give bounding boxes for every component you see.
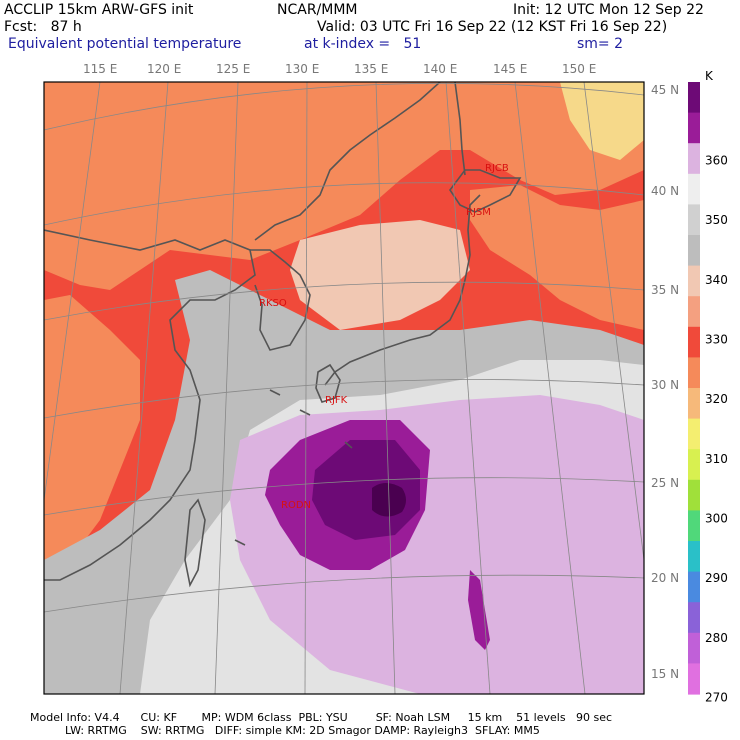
colorbar-swatch bbox=[688, 173, 700, 205]
colorbar-swatch bbox=[688, 296, 700, 328]
colorbar-swatch bbox=[688, 541, 700, 573]
colorbar-ticks: 360 350 340 330 320 310 300 290 280 270 bbox=[705, 154, 728, 705]
valid-time: Valid: 03 UTC Fri 16 Sep 22 (12 KST Fri … bbox=[317, 19, 668, 35]
lon-label: 150 E bbox=[562, 62, 597, 76]
forecast-hour: Fcst: 87 h bbox=[4, 19, 82, 35]
model-info-line1: Model Info: V4.4 CU: KF MP: WDM 6class P… bbox=[30, 711, 613, 724]
theta-e-field bbox=[44, 82, 644, 694]
parallel-30n bbox=[44, 379, 644, 419]
colorbar-swatch bbox=[688, 418, 700, 450]
level-label: at k-index = 51 bbox=[304, 36, 422, 52]
colorbar-swatch bbox=[688, 388, 700, 420]
colorbar: K 360 350 340 330 320 310 300 290 280 270 bbox=[688, 69, 728, 705]
warm-band-north bbox=[44, 82, 644, 290]
colorbar-tick-label: 340 bbox=[705, 273, 728, 287]
manchuria-coast bbox=[254, 82, 441, 241]
lon-label: 140 E bbox=[423, 62, 458, 76]
colorbar-tick-label: 360 bbox=[705, 154, 728, 168]
meridian-135e bbox=[375, 82, 396, 694]
model-info-line2: LW: RRTMG SW: RRTMG DIFF: simple KM: 2D … bbox=[30, 724, 540, 737]
colorbar-tick-label: 300 bbox=[705, 512, 728, 526]
lon-label: 115 E bbox=[83, 62, 118, 76]
orange-sea-band bbox=[470, 185, 644, 330]
colorbar-tick-label: 350 bbox=[705, 213, 728, 227]
meridian-130e bbox=[304, 82, 308, 694]
kyushu bbox=[315, 363, 341, 403]
org-label: NCAR/MMM bbox=[277, 2, 358, 18]
model-title: ACCLIP 15km ARW-GFS init bbox=[4, 2, 194, 18]
lon-label: 120 E bbox=[147, 62, 182, 76]
station-rjsm: RJSM bbox=[466, 207, 491, 218]
taiwan bbox=[184, 498, 206, 588]
lat-label: 25 N bbox=[651, 476, 680, 490]
colorbar-swatch bbox=[688, 235, 700, 267]
colorbar-tick-label: 310 bbox=[705, 452, 728, 466]
japan-honshu bbox=[324, 194, 481, 386]
meridian-145e bbox=[514, 82, 586, 694]
parallel-25n bbox=[44, 477, 644, 516]
colorbar-swatch bbox=[688, 510, 700, 542]
smoothing-label: sm= 2 bbox=[577, 36, 624, 52]
lat-label: 45 N bbox=[651, 83, 680, 97]
colorbar-swatch bbox=[688, 602, 700, 634]
lon-label: 125 E bbox=[216, 62, 251, 76]
parallel-45n bbox=[44, 82, 644, 131]
lat-label: 40 N bbox=[651, 184, 680, 198]
colorbar-swatch bbox=[688, 143, 700, 175]
map-frame bbox=[43, 81, 645, 695]
sakhalin bbox=[454, 82, 466, 176]
init-time: Init: 12 UTC Mon 12 Sep 22 bbox=[513, 2, 704, 18]
colorbar-swatches bbox=[688, 82, 700, 695]
parallel-40n bbox=[44, 182, 644, 226]
colorbar-tick-label: 320 bbox=[705, 392, 728, 406]
peach-japan-sea bbox=[290, 220, 470, 330]
colorbar-swatch bbox=[688, 326, 700, 358]
colorbar-swatch bbox=[688, 663, 700, 695]
colorbar-tick-label: 280 bbox=[705, 631, 728, 645]
station-rodn: RODN bbox=[281, 500, 311, 511]
meridian-125e bbox=[214, 82, 239, 694]
korea-coast bbox=[250, 249, 311, 351]
ryukyu-islands bbox=[234, 389, 353, 546]
colorbar-tick-label: 290 bbox=[705, 571, 728, 585]
colorbar-unit: K bbox=[705, 69, 714, 83]
colorbar-swatch bbox=[688, 204, 700, 236]
yellow-northeast bbox=[560, 82, 644, 160]
lat-label: 30 N bbox=[651, 378, 680, 392]
west-orange-swirl bbox=[44, 295, 140, 575]
lat-label: 15 N bbox=[651, 667, 680, 681]
stations: RJCB RJSM RKSO RJFK RODN bbox=[259, 163, 509, 511]
graticule bbox=[44, 82, 644, 694]
meridian-115e bbox=[44, 82, 101, 501]
colorbar-swatch bbox=[688, 112, 700, 144]
colorbar-tick-label: 330 bbox=[705, 333, 728, 347]
meridian-120e bbox=[119, 82, 169, 694]
station-rjfk: RJFK bbox=[325, 395, 348, 406]
colorbar-swatch bbox=[688, 357, 700, 389]
parallel-35n bbox=[44, 281, 644, 321]
meridian-140e bbox=[445, 82, 491, 694]
station-rjcb: RJCB bbox=[485, 163, 509, 174]
colorbar-swatch bbox=[688, 571, 700, 603]
colorbar-swatch bbox=[688, 82, 700, 114]
colorbar-tick-label: 270 bbox=[705, 691, 728, 705]
lon-label: 145 E bbox=[493, 62, 528, 76]
lat-label: 35 N bbox=[651, 283, 680, 297]
field-name: Equivalent potential temperature bbox=[8, 36, 242, 52]
china-coast bbox=[44, 229, 256, 581]
station-rkso: RKSO bbox=[259, 298, 287, 309]
colorbar-swatch bbox=[688, 449, 700, 481]
purple-band-south bbox=[468, 570, 490, 650]
lon-label: 135 E bbox=[354, 62, 389, 76]
hokkaido bbox=[449, 169, 522, 213]
meridian-150e bbox=[583, 82, 644, 561]
colorbar-swatch bbox=[688, 479, 700, 511]
lon-label: 130 E bbox=[285, 62, 320, 76]
lat-label: 20 N bbox=[651, 571, 680, 585]
colorbar-swatch bbox=[688, 632, 700, 664]
colorbar-swatch bbox=[688, 265, 700, 297]
coastlines bbox=[44, 82, 522, 588]
